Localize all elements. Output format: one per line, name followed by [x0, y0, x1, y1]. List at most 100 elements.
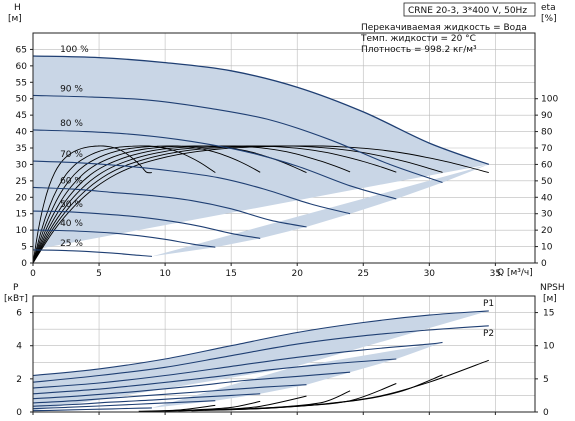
power-curve [32, 371, 351, 400]
speed-percent-label: 60 % [60, 176, 83, 186]
info-fluid: Перекачиваемая жидкость = Вода [361, 23, 527, 33]
y-tick-label: 0 [21, 259, 27, 269]
y-tick-label: 35 [16, 144, 27, 154]
y2-tick-label: 70 [541, 144, 553, 154]
npsh-curve [138, 404, 216, 412]
power-curve [32, 393, 261, 407]
y2-tick-label: 90 [541, 111, 553, 121]
y2-tick-label: 10 [543, 342, 555, 352]
efficiency-curve [32, 145, 351, 264]
efficiency-curve [32, 145, 443, 264]
speed-percent-labels: 100 % 90 % 80 % 70 % 60 % 50 % 40 % 25 % [60, 45, 89, 249]
head-curve [32, 186, 307, 228]
speed-percent-label: 80 % [60, 119, 83, 129]
y-tick-label: 4 [16, 342, 22, 352]
bottom-plot-frame [32, 295, 536, 413]
y2-tick-label: 20 [541, 226, 553, 236]
y-tick-label: 65 [16, 45, 27, 55]
y2-tick-label: 30 [541, 210, 553, 220]
power-curve [32, 325, 489, 383]
efficiency-curve [32, 145, 152, 264]
speed-percent-label: 25 % [60, 239, 83, 249]
head-curve [32, 160, 351, 215]
efficiency-curve [32, 145, 489, 264]
operating-range-region [33, 56, 489, 257]
speed-percent-label: 40 % [60, 219, 83, 229]
info-temp: Темп. жидкости = 20 °C [360, 34, 476, 44]
x-tick-label: 35 [490, 269, 501, 279]
head-curve [32, 249, 152, 257]
y-axis-label-h-unit: [м] [8, 14, 22, 24]
speed-percent-label: 70 % [60, 150, 83, 160]
power-curve [32, 384, 307, 404]
y-tick-label: 50 [16, 95, 28, 105]
speed-percent-label: 50 % [60, 200, 83, 210]
y-tick-label: 25 [16, 177, 27, 187]
efficiency-curves [32, 145, 489, 264]
power-curve [32, 407, 152, 412]
top-panel: 0 5 10 15 20 25 30 35 0 5 10 15 20 25 30 35 40 45 50 55 60 65… [8, 2, 559, 279]
y-axis-label-p-unit: [кВт] [4, 294, 28, 304]
efficiency-curve [32, 145, 216, 264]
speed-percent-label: 100 % [60, 45, 89, 55]
top-axis-ticks: 0 5 10 15 20 25 30 35 0 5 10 15 20 25 30 35 40 45 50 55 60 65… [16, 45, 559, 279]
y2-tick-label: 5 [543, 375, 549, 385]
chart-title: CRNE 20-3, 3*400 V, 50Hz [408, 6, 527, 16]
y-tick-label: 20 [16, 193, 28, 203]
y2-tick-label: 10 [541, 243, 553, 253]
x-axis-label-q: Q [м³/ч] [497, 268, 533, 278]
x-tick-label: 5 [96, 269, 102, 279]
series-label-p1: P1 [483, 299, 494, 309]
info-density: Плотность = 998.2 кг/м³ [361, 45, 477, 55]
y2-axis-label-eta-unit: [%] [541, 14, 557, 24]
title-box [403, 2, 536, 17]
head-curve [32, 55, 490, 166]
power-curve [32, 310, 489, 377]
y-tick-label: 15 [16, 210, 27, 220]
y-tick-label: 55 [16, 78, 27, 88]
y2-axis-label-eta: eta [541, 3, 556, 13]
y-tick-label: 10 [16, 226, 28, 236]
x-tick-label: 30 [424, 269, 436, 279]
x-tick-label: 10 [159, 269, 171, 279]
y2-tick-label: 0 [541, 259, 547, 269]
x-tick-label: 20 [291, 269, 303, 279]
npsh-curves [138, 359, 489, 412]
y2-tick-label: 15 [543, 309, 554, 319]
power-curve [32, 358, 397, 395]
y-tick-label: 5 [21, 243, 27, 253]
series-label-p2: P2 [483, 329, 494, 339]
y-axis-label-h: H [14, 3, 21, 13]
y-tick-label: 40 [16, 128, 28, 138]
y-tick-label: 45 [16, 111, 27, 121]
head-curves [32, 55, 490, 257]
head-curve [32, 229, 216, 248]
y2-axis-label-npsh-unit: [м] [543, 294, 557, 304]
y-tick-label: 30 [16, 160, 28, 170]
x-tick-label: 15 [225, 269, 236, 279]
x-tick-label: 0 [30, 269, 36, 279]
efficiency-curve [32, 145, 261, 264]
head-curve [32, 210, 261, 239]
power-curves [32, 310, 489, 412]
y-tick-label: 2 [16, 375, 22, 385]
y2-tick-label: 60 [541, 160, 553, 170]
y2-tick-label: 100 [541, 95, 558, 105]
head-curve [32, 129, 397, 200]
power-range-region [33, 310, 489, 411]
bottom-axis-ticks: 0 2 4 6 0 5 10 15 [16, 309, 554, 418]
x-tick-label: 25 [358, 269, 369, 279]
power-curve [32, 341, 443, 389]
head-curve [32, 94, 443, 184]
y-tick-label: 6 [16, 309, 22, 319]
y2-axis-label-npsh: NPSH [540, 283, 565, 293]
y2-tick-label: 50 [541, 177, 553, 187]
speed-percent-label: 90 % [60, 84, 83, 94]
y2-tick-label: 80 [541, 128, 553, 138]
bottom-panel: 0 2 4 6 0 5 10 15 P [кВт] NPSH [м] P1 P2 [4, 283, 565, 418]
efficiency-curve [32, 145, 307, 264]
y-axis-label-p: P [13, 283, 19, 293]
y2-tick-label: 0 [543, 408, 549, 418]
y-tick-label: 60 [16, 62, 28, 72]
